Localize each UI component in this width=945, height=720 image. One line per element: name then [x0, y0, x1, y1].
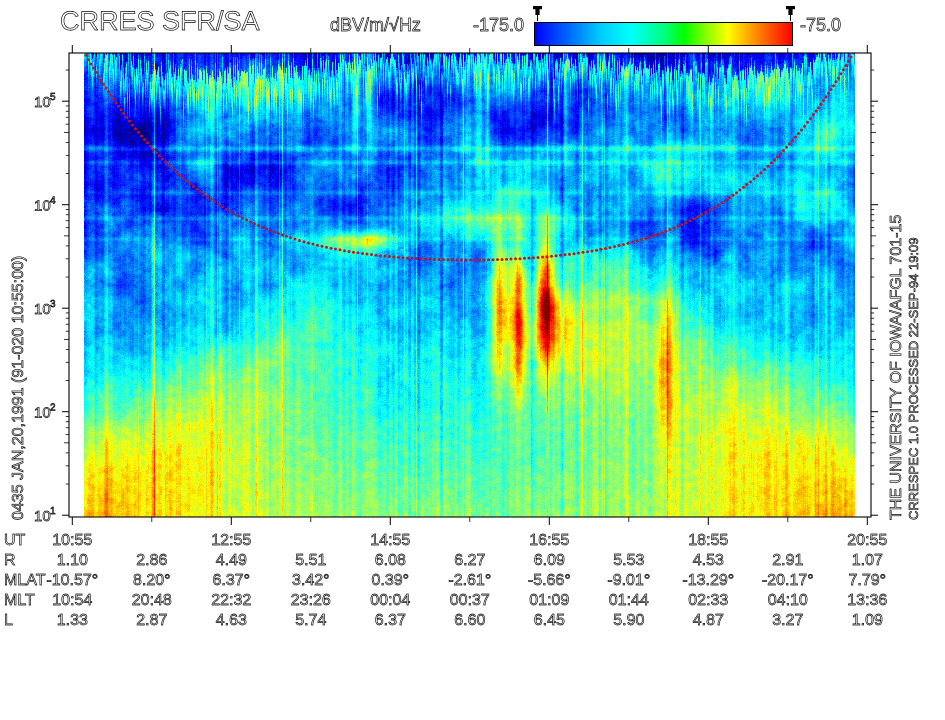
svg-text:THE UNIVERSITY OF IOWA/AFGL 7: THE UNIVERSITY OF IOWA/AFGL 701-15 — [888, 215, 905, 520]
svg-text:20:55: 20:55 — [847, 532, 887, 549]
svg-text:2.91: 2.91 — [772, 552, 803, 569]
svg-text:1.07: 1.07 — [852, 552, 883, 569]
svg-text:10: 10 — [34, 405, 51, 422]
svg-text:12:55: 12:55 — [211, 532, 251, 549]
svg-text:3: 3 — [50, 299, 56, 310]
svg-text:0435 JAN,20,1991 (91-020 1: 0435 JAN,20,1991 (91-020 10:55:00) — [10, 256, 27, 520]
svg-text:10: 10 — [34, 198, 51, 215]
svg-text:14:55: 14:55 — [370, 532, 410, 549]
svg-text:-9.01°: -9.01° — [607, 572, 650, 589]
svg-text:4.53: 4.53 — [693, 552, 724, 569]
svg-text:MLT: MLT — [4, 592, 35, 609]
svg-text:5: 5 — [50, 92, 56, 103]
svg-text:-20.17°: -20.17° — [762, 572, 814, 589]
svg-text:6.45: 6.45 — [534, 612, 565, 629]
svg-text:2: 2 — [50, 403, 56, 414]
svg-text:6.37: 6.37 — [375, 612, 406, 629]
svg-text:4.63: 4.63 — [216, 612, 247, 629]
svg-text:CRRES SFR/SA: CRRES SFR/SA — [60, 6, 260, 36]
svg-text:01:44: 01:44 — [609, 592, 649, 609]
svg-text:3.27: 3.27 — [772, 612, 803, 629]
svg-text:04:10: 04:10 — [768, 592, 808, 609]
svg-text:4.49: 4.49 — [216, 552, 247, 569]
svg-text:6.37°: 6.37° — [213, 572, 251, 589]
svg-text:20:48: 20:48 — [132, 592, 172, 609]
svg-text:00:04: 00:04 — [370, 592, 410, 609]
svg-text:10: 10 — [34, 94, 51, 111]
svg-text:01:09: 01:09 — [529, 592, 569, 609]
svg-text:10: 10 — [34, 508, 51, 525]
svg-text:13:36: 13:36 — [847, 592, 887, 609]
svg-text:2.86: 2.86 — [136, 552, 167, 569]
svg-text:23:26: 23:26 — [291, 592, 331, 609]
svg-text:-75.0: -75.0 — [800, 15, 841, 35]
svg-text:-5.66°: -5.66° — [528, 572, 571, 589]
svg-text:dBV/m/√Hz: dBV/m/√Hz — [330, 15, 421, 35]
svg-text:5.74: 5.74 — [295, 612, 326, 629]
svg-text:-2.61°: -2.61° — [448, 572, 491, 589]
svg-text:-13.29°: -13.29° — [682, 572, 734, 589]
svg-text:8.20°: 8.20° — [133, 572, 171, 589]
svg-text:1.09: 1.09 — [852, 612, 883, 629]
svg-text:4.87: 4.87 — [693, 612, 724, 629]
svg-text:6.60: 6.60 — [454, 612, 485, 629]
svg-text:10:55: 10:55 — [52, 532, 92, 549]
svg-text:-175.0: -175.0 — [473, 15, 524, 35]
svg-text:3.42°: 3.42° — [292, 572, 330, 589]
svg-text:22:32: 22:32 — [211, 592, 251, 609]
svg-text:R: R — [4, 552, 16, 569]
svg-text:1: 1 — [50, 506, 56, 517]
svg-text:1.10: 1.10 — [57, 552, 88, 569]
svg-text:MLAT: MLAT — [4, 572, 46, 589]
svg-text:1.33: 1.33 — [57, 612, 88, 629]
svg-text:4: 4 — [50, 196, 56, 207]
svg-text:0.39°: 0.39° — [372, 572, 410, 589]
svg-text:UT: UT — [4, 532, 26, 549]
svg-text:10:54: 10:54 — [52, 592, 92, 609]
svg-text:7.79°: 7.79° — [849, 572, 887, 589]
svg-text:5.51: 5.51 — [295, 552, 326, 569]
svg-text:18:55: 18:55 — [688, 532, 728, 549]
svg-text:2.87: 2.87 — [136, 612, 167, 629]
svg-text:6.08: 6.08 — [375, 552, 406, 569]
svg-text:16:55: 16:55 — [529, 532, 569, 549]
svg-text:6.27: 6.27 — [454, 552, 485, 569]
svg-text:-10.57°: -10.57° — [46, 572, 98, 589]
svg-text:02:33: 02:33 — [688, 592, 728, 609]
svg-text:L: L — [4, 612, 13, 629]
svg-text:10: 10 — [34, 301, 51, 318]
svg-text:5.53: 5.53 — [613, 552, 644, 569]
svg-text:00:37: 00:37 — [450, 592, 490, 609]
svg-text:CRRESPEC 1.0 PROCESSED 22-SE: CRRESPEC 1.0 PROCESSED 22-SEP-94 19:09 — [906, 237, 921, 520]
svg-text:5.90: 5.90 — [613, 612, 644, 629]
svg-text:6.09: 6.09 — [534, 552, 565, 569]
